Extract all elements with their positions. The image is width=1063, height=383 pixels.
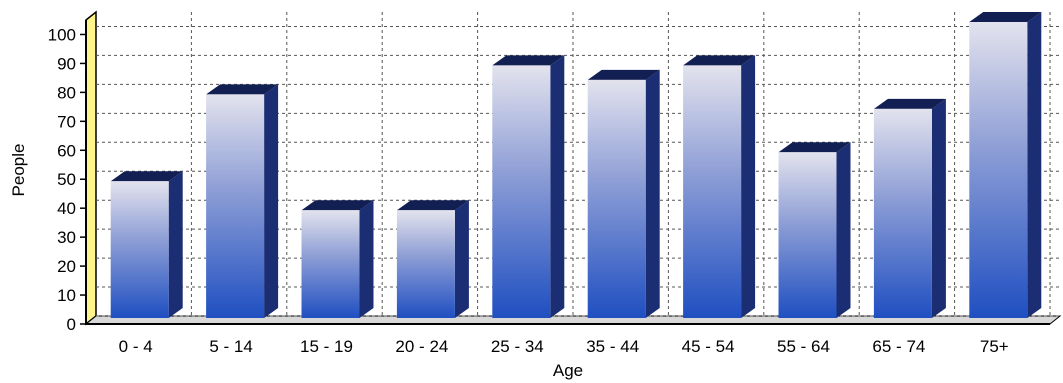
- x-tick-label: 25 - 34: [491, 337, 544, 356]
- x-tick-labels: 0 - 4 5 - 14 15 - 19 20 - 24 25 - 34 35 - 44 4…: [119, 337, 1009, 356]
- bar-front: [778, 152, 837, 318]
- bar-side: [836, 142, 851, 318]
- axes: [85, 20, 1050, 325]
- bar: [110, 171, 183, 318]
- bar-side: [931, 98, 946, 318]
- x-tick-label: 75+: [980, 337, 1009, 356]
- x-tick-label: 55 - 64: [777, 337, 830, 356]
- bar-top: [206, 84, 279, 95]
- bar-top: [492, 55, 565, 66]
- x-tick-label: 35 - 44: [586, 337, 639, 356]
- x-tick-label: 0 - 4: [119, 337, 153, 356]
- bar-front: [683, 65, 742, 318]
- bar-side: [264, 84, 279, 318]
- bar-front: [110, 181, 169, 318]
- bar: [683, 55, 756, 319]
- bar-side: [168, 171, 183, 318]
- bar-side: [359, 200, 374, 318]
- bar: [873, 98, 946, 318]
- bar-front: [396, 210, 455, 318]
- x-tick-label: 20 - 24: [395, 337, 448, 356]
- bar-front: [587, 79, 646, 319]
- bar-top: [778, 142, 851, 153]
- bars: [110, 12, 1042, 319]
- y-tick-label: 50: [57, 170, 76, 189]
- bar-side: [645, 69, 660, 319]
- bar-front: [492, 65, 551, 318]
- bar-side: [1027, 12, 1042, 318]
- x-tick-label: 5 - 14: [209, 337, 252, 356]
- y-tick-labels: 0 10 20 30 40 50 60 70 80 90 100: [48, 25, 86, 334]
- bar-front: [969, 22, 1028, 318]
- bar: [778, 142, 851, 318]
- y-tick-label: 80: [57, 83, 76, 102]
- bar: [492, 55, 565, 319]
- bar: [206, 84, 279, 318]
- bar-side: [741, 55, 756, 319]
- left-wall: [85, 10, 97, 326]
- bar-top: [873, 98, 946, 109]
- bar-front: [301, 210, 360, 318]
- x-tick-label: 15 - 19: [300, 337, 353, 356]
- y-axis-title: People: [9, 144, 28, 197]
- bar-top: [110, 171, 183, 182]
- y-tick-label: 60: [57, 141, 76, 160]
- bar-top: [587, 69, 660, 80]
- bar: [969, 12, 1042, 318]
- y-tick-label: 30: [57, 228, 76, 247]
- x-tick-label: 65 - 74: [872, 337, 925, 356]
- bar-side: [454, 200, 469, 318]
- grid-lines: [96, 12, 1060, 317]
- y-tick-label: 0: [67, 315, 76, 334]
- y-tick-label: 70: [57, 112, 76, 131]
- y-tick-label: 40: [57, 199, 76, 218]
- bar: [301, 200, 374, 318]
- bar-top: [301, 200, 374, 211]
- y-tick-label: 100: [48, 25, 76, 44]
- bar: [396, 200, 469, 318]
- x-tick-label: 45 - 54: [682, 337, 735, 356]
- bar-top: [683, 55, 756, 66]
- bar-front: [206, 94, 265, 318]
- bar-front: [873, 108, 932, 318]
- bar-side: [550, 55, 565, 319]
- bar-top: [396, 200, 469, 211]
- y-tick-label: 10: [57, 286, 76, 305]
- y-tick-label: 20: [57, 257, 76, 276]
- bar: [587, 69, 660, 319]
- bar-top: [969, 12, 1042, 22]
- y-tick-label: 90: [57, 54, 76, 73]
- x-axis-title: Age: [553, 361, 583, 380]
